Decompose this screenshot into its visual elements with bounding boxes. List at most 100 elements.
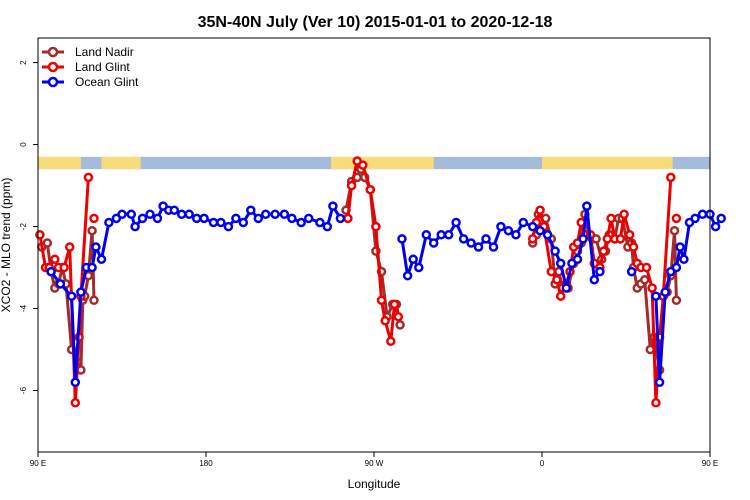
data-point-2-0-14	[137, 213, 148, 224]
data-point-2-1-13	[488, 242, 499, 252]
data-point-1-3-22	[624, 230, 635, 240]
data-point-2-1-3	[414, 262, 424, 273]
data-point-1-0-7	[70, 398, 81, 408]
y-tick-label-4: 2	[19, 60, 28, 65]
legend-marker-0	[47, 46, 59, 58]
data-point-1-2-6	[376, 295, 387, 306]
data-point-1-3-6	[555, 291, 566, 301]
data-point-2-1-1	[402, 270, 413, 281]
data-point-0-1-11	[395, 320, 405, 330]
data-point-2-1-21	[550, 246, 560, 256]
data-point-2-0-7	[91, 242, 101, 252]
chart-title: 35N-40N July (Ver 10) 2015-01-01 to 2020…	[198, 14, 553, 31]
data-point-2-0-35	[296, 217, 306, 228]
data-point-2-0-34	[287, 213, 297, 224]
data-point-2-0-15	[145, 209, 155, 220]
data-point-2-0-29	[246, 205, 256, 215]
data-point-2-0-26	[223, 221, 234, 232]
data-point-2-1-12	[481, 234, 491, 244]
data-point-1-2-0	[343, 213, 353, 224]
data-point-2-1-20	[542, 230, 553, 240]
series-layer	[35, 156, 726, 408]
data-point-2-1-0	[397, 234, 407, 244]
x-axis: 90 E 180 90 W 0 90 E	[30, 452, 718, 468]
land-band-0	[38, 156, 81, 170]
data-point-1-3-18	[606, 213, 616, 224]
data-point-2-3-4	[671, 262, 682, 273]
data-point-1-3-17	[602, 234, 613, 244]
data-point-2-0-39	[328, 201, 338, 211]
data-point-0-2-34	[669, 225, 680, 236]
x-tick-label-0: 90 E	[30, 459, 46, 468]
data-point-2-0-27	[231, 213, 241, 224]
x-tick-label-1: 180	[199, 459, 213, 468]
data-point-2-0-25	[216, 217, 226, 228]
land-ocean-strip	[38, 156, 710, 170]
data-point-2-0-8	[96, 254, 107, 265]
data-point-1-3-26	[641, 262, 652, 273]
data-point-1-3-20	[615, 234, 626, 244]
data-point-2-1-7	[443, 230, 454, 240]
data-point-2-0-9	[104, 217, 114, 228]
series-ocean-glint	[46, 201, 726, 388]
data-point-2-0-12	[126, 209, 137, 220]
data-point-2-1-19	[535, 225, 545, 236]
data-point-0-0-1	[42, 238, 53, 248]
data-point-0-2-35	[671, 295, 682, 306]
data-point-2-1-2	[408, 254, 418, 265]
data-point-2-0-3	[70, 377, 81, 388]
y-tick-label-0: -6	[19, 386, 28, 394]
data-point-2-3-2	[660, 287, 670, 297]
data-point-2-0-23	[199, 213, 209, 224]
data-point-1-0-0	[35, 230, 45, 240]
legend-label-2: Ocean Glint	[75, 75, 139, 89]
data-point-0-0-13	[87, 225, 97, 236]
x-tick-label-2: 90 W	[365, 459, 384, 468]
data-point-1-2-5	[371, 221, 381, 232]
data-point-1-3-16	[598, 246, 609, 256]
data-point-2-3-5	[675, 242, 685, 252]
data-point-1-0-5	[59, 262, 69, 273]
data-point-2-0-30	[253, 213, 264, 224]
data-point-1-3-23	[628, 242, 639, 252]
data-point-2-1-4	[421, 230, 432, 240]
data-point-2-0-0	[46, 266, 56, 277]
data-point-1-3-27	[647, 283, 657, 293]
data-point-2-0-31	[260, 209, 271, 220]
data-point-2-0-1	[55, 279, 66, 289]
data-point-2-1-14	[496, 221, 506, 232]
data-point-1-3-5	[552, 275, 562, 285]
data-point-1-2-1	[346, 180, 357, 191]
data-point-2-0-37	[315, 217, 325, 228]
data-point-0-2-27	[639, 275, 650, 285]
data-point-2-3-0	[651, 291, 661, 301]
data-point-2-0-38	[322, 221, 333, 232]
data-point-1-0-3	[50, 254, 60, 265]
legend-label-1: Land Glint	[75, 60, 130, 74]
data-point-2-3-9	[697, 209, 708, 220]
data-point-2-1-29	[595, 266, 605, 277]
data-point-2-1-23	[561, 283, 572, 293]
data-point-1-0-6	[64, 242, 75, 252]
y-tick-label-3: 0	[19, 142, 28, 147]
land-band-2	[331, 156, 434, 170]
data-point-1-0-10	[83, 172, 94, 183]
data-point-1-3-31	[666, 172, 676, 183]
data-point-2-1-10	[466, 238, 476, 248]
data-point-1-2-9	[389, 299, 400, 310]
data-point-2-0-16	[152, 213, 163, 224]
data-point-1-3-0	[527, 234, 538, 244]
legend-marker-2	[47, 76, 59, 88]
data-point-2-0-2	[66, 291, 77, 301]
data-point-2-1-15	[503, 225, 514, 236]
data-point-2-0-32	[270, 209, 280, 220]
data-point-2-1-26	[578, 234, 588, 244]
data-point-2-1-8	[451, 217, 461, 228]
data-point-2-3-12	[716, 213, 726, 224]
y-axis-label: XCO2 - MLO trend (ppm)	[0, 178, 13, 313]
data-point-1-2-10	[393, 311, 404, 322]
series-land-nadir	[36, 164, 682, 375]
data-point-2-0-6	[87, 262, 97, 273]
data-point-2-1-25	[572, 254, 583, 265]
